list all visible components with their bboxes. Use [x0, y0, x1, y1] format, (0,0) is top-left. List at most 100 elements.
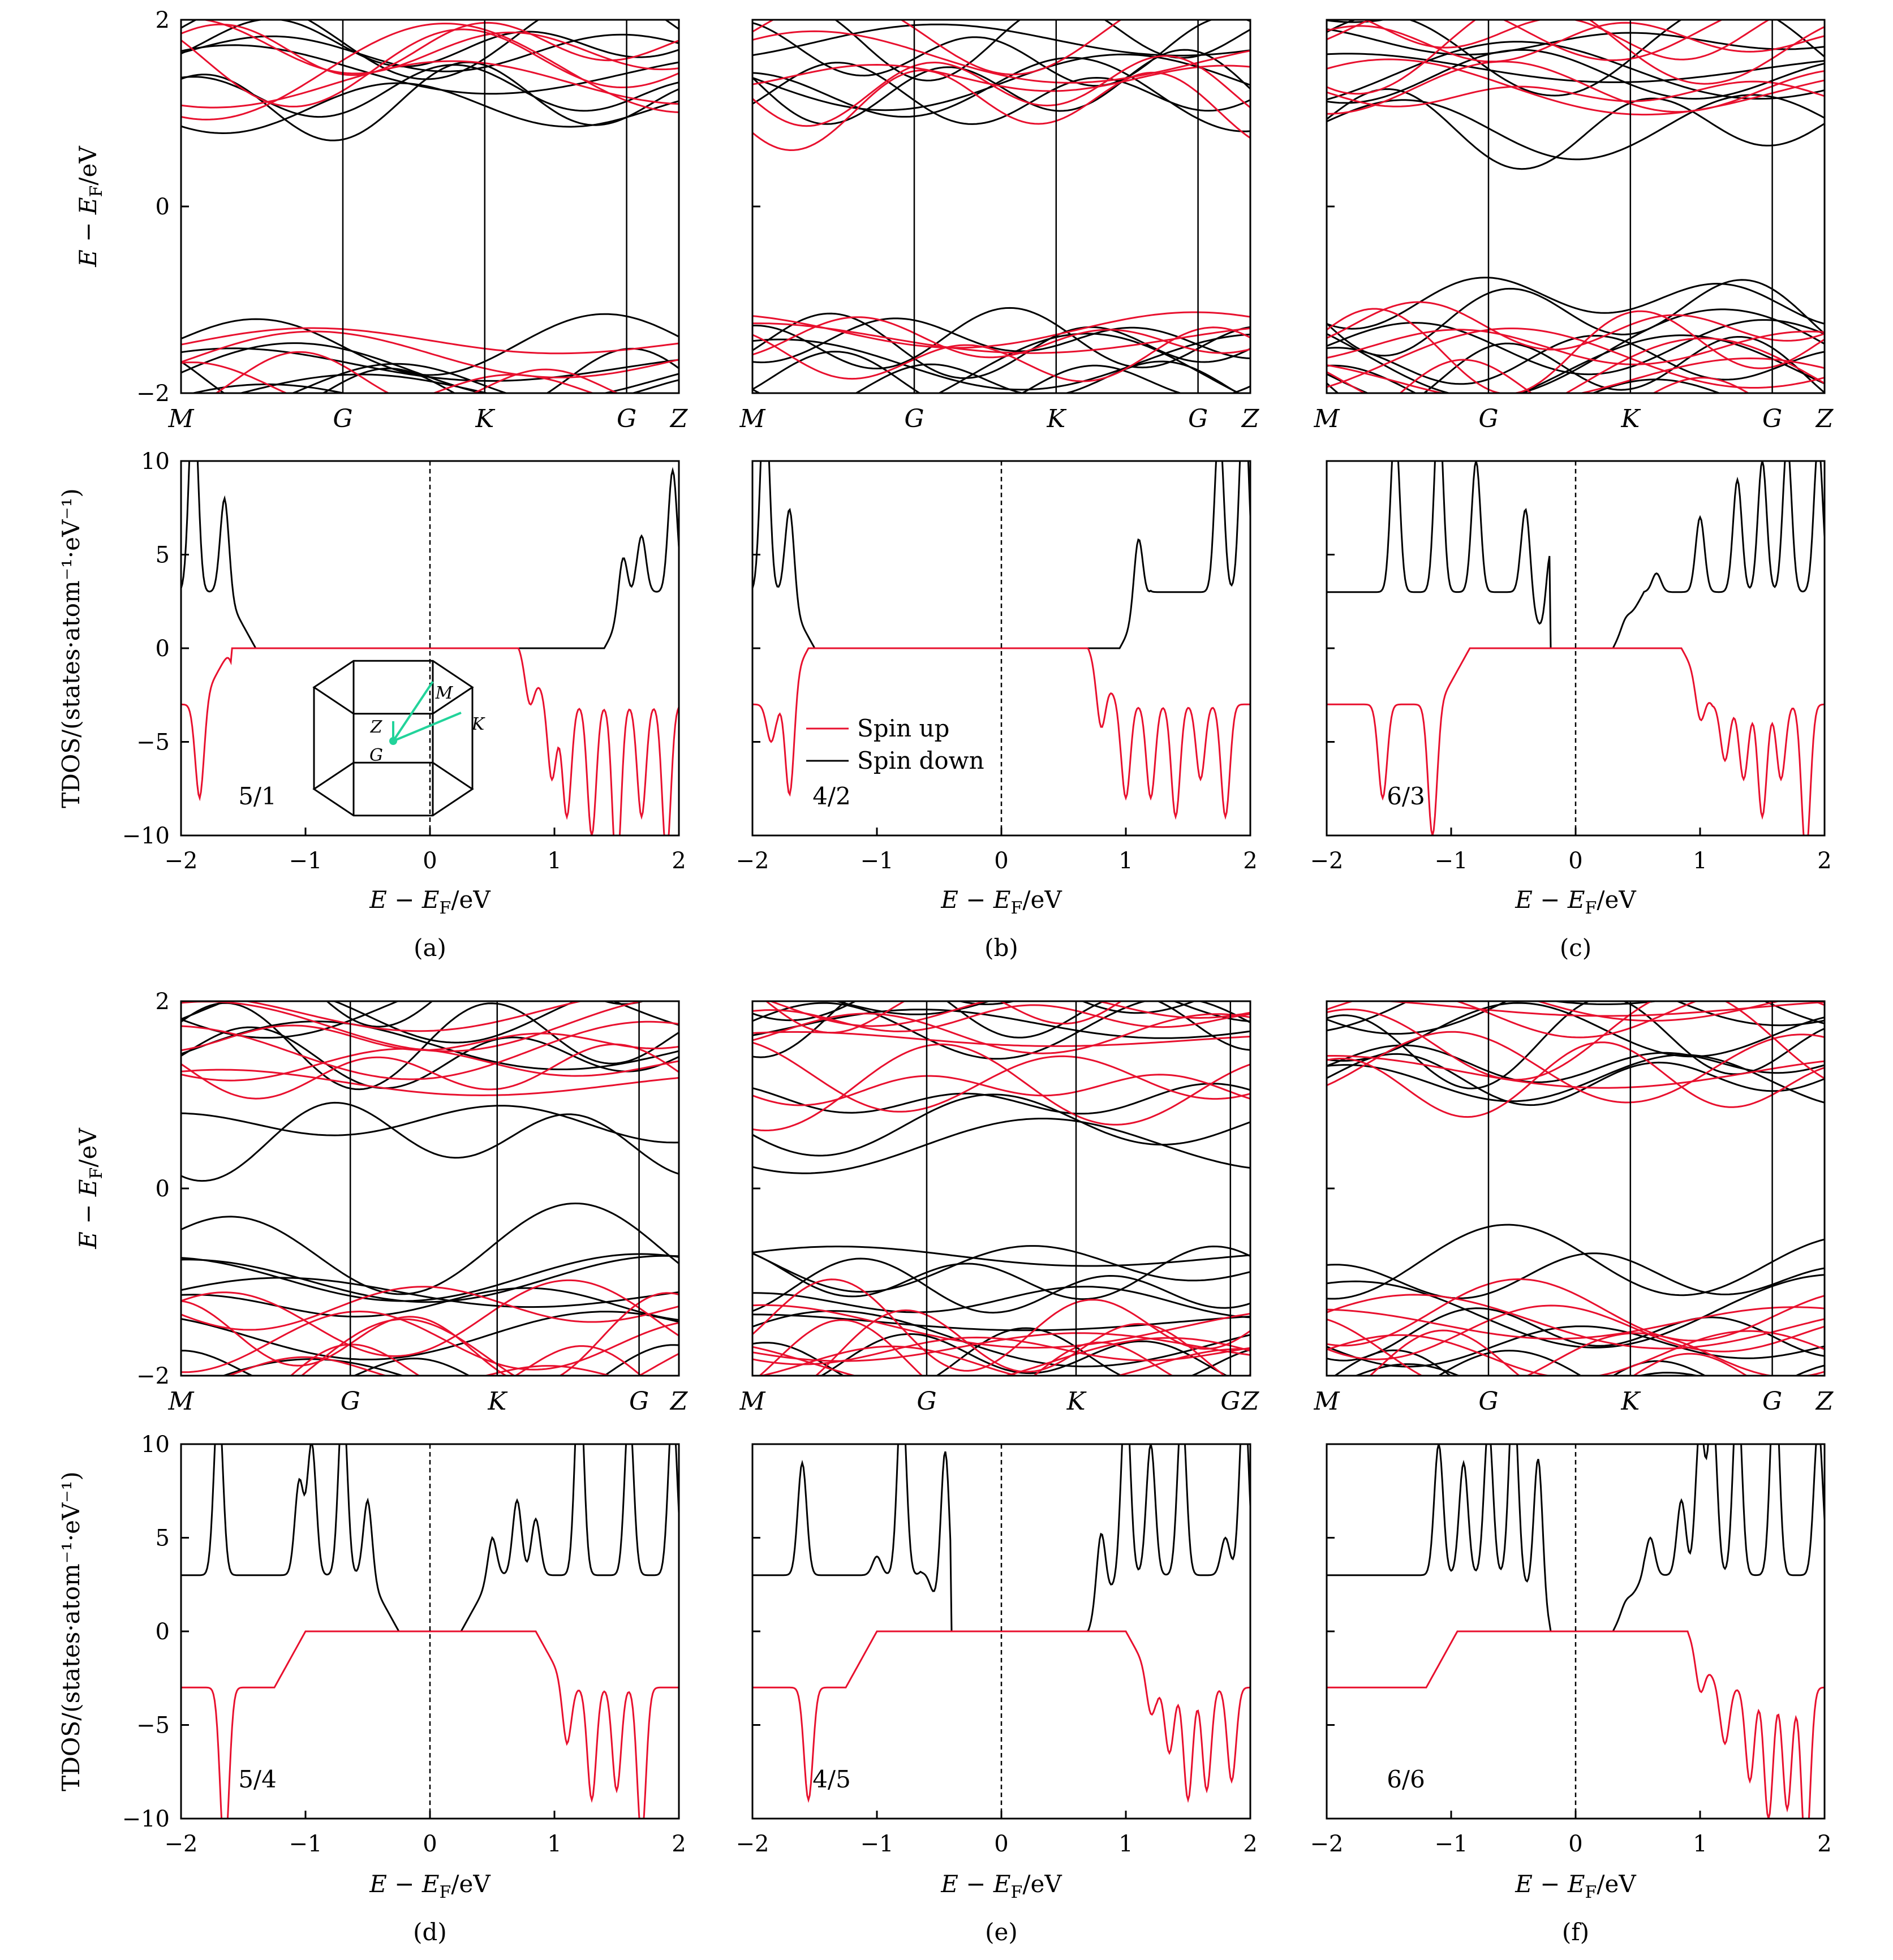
band-spin-up-0 — [181, 1069, 679, 1096]
band-spin-up-6 — [1535, 1001, 1782, 1022]
dos-xtick-label: 0 — [423, 1831, 437, 1857]
band-spin-up-9 — [290, 1343, 643, 1376]
band-lines — [181, 20, 679, 393]
dos-ytick-label: −10 — [122, 1806, 170, 1832]
band-spin-down-13 — [181, 1311, 679, 1360]
bz-label-k: K — [471, 714, 485, 734]
band-lines — [1327, 20, 1825, 393]
legend-label-spin-up: Spin up — [857, 714, 949, 742]
band-spin-up-2 — [1327, 1031, 1825, 1104]
band-spin-down-15 — [181, 1253, 679, 1302]
bz-path — [393, 712, 462, 742]
band-spin-down-4 — [1327, 1044, 1825, 1083]
band-spin-up-2 — [752, 1074, 1250, 1106]
kpoint-label: G — [1762, 404, 1782, 433]
dos-xtick-label: −2 — [165, 1831, 198, 1857]
band-spin-up-2 — [181, 60, 679, 109]
kpoint-label: K — [1066, 1387, 1087, 1416]
band-spin-up-1 — [1327, 1294, 1825, 1350]
band-spin-up-7 — [752, 1332, 1250, 1362]
band-spin-up-1 — [181, 327, 679, 355]
dos-xtick-label: 1 — [1693, 848, 1707, 874]
band-spin-up-10 — [752, 1041, 1250, 1113]
band-spin-down-15 — [752, 1313, 1250, 1332]
band-spin-up-4 — [198, 20, 679, 75]
dos-spin-up — [181, 1630, 679, 1819]
kpoint-label: M — [167, 1387, 194, 1416]
dos-ytick-label: 5 — [156, 542, 170, 568]
band-spin-up-9 — [1327, 329, 1825, 365]
band-spin-down-13 — [752, 307, 1250, 370]
bz-point — [389, 737, 397, 745]
band-spin-down-6 — [752, 1083, 1250, 1115]
kpoint-label: G — [1188, 404, 1208, 433]
kpoint-label: Z — [1815, 404, 1834, 433]
panel-caption: (d) — [413, 1918, 447, 1946]
dos-xlabel: E − EF/eV — [369, 1870, 491, 1902]
composition-ratio: 6/3 — [1387, 782, 1425, 810]
dos-ytick-label: 10 — [141, 449, 170, 475]
composition-ratio: 5/1 — [238, 782, 277, 810]
band-spin-down-5 — [752, 333, 1250, 391]
dos-ytick-label: 10 — [141, 1432, 170, 1458]
bz-label-g: G — [369, 746, 383, 765]
panel-d: M G K G Z20−2E − EF/eV−2 −1 0 1 21050−5−10TDOS/(… — [57, 989, 689, 1946]
band-spin-up-7 — [226, 1356, 614, 1376]
band-spin-down-12 — [752, 53, 1250, 111]
legend: Spin up Spin down — [806, 714, 984, 774]
composition-ratio: 4/2 — [812, 782, 851, 810]
band-spin-down-11 — [181, 1277, 679, 1308]
dos-xtick-label: 2 — [1817, 1831, 1831, 1857]
panel-caption: (a) — [414, 934, 446, 962]
band-spin-down-8 — [181, 1105, 679, 1144]
dos-xtick-label: 1 — [547, 848, 561, 874]
band-spin-down-12 — [1327, 1053, 1825, 1106]
band-spin-down-9 — [752, 351, 1250, 393]
dos-xtick-label: 2 — [1243, 1831, 1257, 1857]
band-spin-up-8 — [752, 55, 1250, 127]
band-spin-up-0 — [1327, 1041, 1825, 1118]
bz-label-z: Z — [370, 717, 383, 737]
band-spin-up-12 — [1327, 20, 1825, 95]
dos-spin-up — [181, 647, 679, 835]
band-lines — [752, 20, 1250, 393]
dos-xtick-label: 1 — [1118, 1831, 1133, 1857]
band-spin-down-7 — [1327, 1224, 1825, 1300]
kpoint-label: G — [904, 404, 924, 433]
band-spin-down-9 — [1353, 1363, 1701, 1376]
kpoint-label: G — [341, 1387, 360, 1416]
band-spin-up-4 — [1327, 61, 1825, 115]
band-spin-down-10 — [181, 44, 679, 95]
dos-spin-up — [752, 1630, 1250, 1803]
dos-xtick-label: 1 — [1118, 848, 1133, 874]
band-spin-up-8 — [181, 21, 679, 76]
band-spin-down-8 — [1550, 1001, 1662, 1005]
panel-b: M G K G Z −2 −1 0 1 2 E − EF/eV 4/2 (b) — [736, 19, 1260, 962]
dos-curves — [1327, 461, 1825, 835]
band-spin-up-0 — [181, 23, 679, 120]
band-spin-down-5 — [1327, 1274, 1825, 1349]
band-spin-up-8 — [242, 1001, 584, 1032]
dos-curves — [752, 461, 1250, 820]
band-spin-down-11 — [854, 360, 1240, 393]
band-spin-down-15 — [1327, 308, 1825, 393]
band-ylabel: E − EF/eV — [74, 1128, 106, 1250]
kpoint-label: M — [1313, 404, 1340, 433]
band-spin-up-9 — [758, 1319, 1250, 1376]
band-spin-down-14 — [752, 1001, 1250, 1058]
band-spin-down-11 — [1333, 1349, 1707, 1376]
band-spin-down-4 — [957, 1001, 1017, 1006]
band-spin-up-3 — [214, 351, 620, 393]
band-spin-down-4 — [752, 49, 1250, 125]
band-spin-down-9 — [190, 383, 348, 393]
kpoint-label: K — [1620, 404, 1641, 433]
band-spin-up-11 — [1327, 337, 1825, 393]
band-ytick-label: −2 — [136, 1363, 170, 1389]
kpoint-label: Z — [669, 404, 689, 433]
band-spin-down-1 — [181, 347, 679, 393]
band-spin-up-13 — [300, 1318, 679, 1376]
band-spin-up-11 — [1327, 1306, 1825, 1340]
band-spin-up-6 — [181, 1020, 679, 1080]
dos-xtick-label: 2 — [672, 1831, 686, 1857]
